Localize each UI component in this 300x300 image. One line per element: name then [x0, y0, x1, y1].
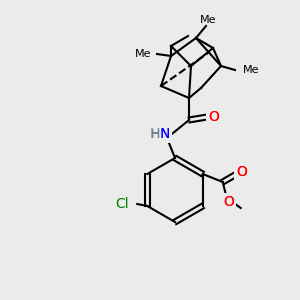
Text: O: O [223, 195, 234, 209]
Text: H: H [150, 127, 160, 141]
Text: O: O [236, 165, 247, 179]
Text: O: O [208, 110, 219, 124]
Text: Me: Me [243, 65, 260, 75]
Text: Cl: Cl [116, 197, 129, 211]
Text: O: O [208, 110, 219, 124]
Text: N: N [160, 127, 170, 141]
Text: Me: Me [200, 15, 216, 25]
Text: N: N [160, 127, 170, 141]
Text: Me: Me [134, 49, 151, 59]
Text: H: H [150, 128, 160, 140]
Text: Cl: Cl [116, 197, 129, 211]
Text: O: O [223, 195, 234, 209]
Text: O: O [236, 165, 247, 179]
